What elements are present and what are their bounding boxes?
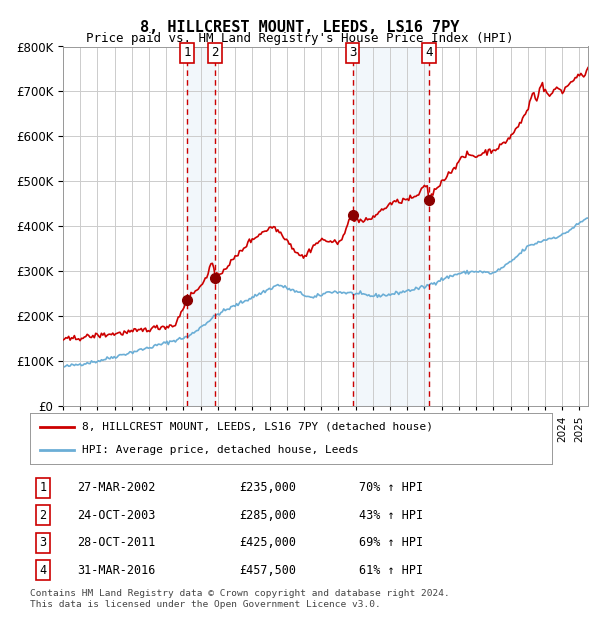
Text: 4: 4 bbox=[425, 46, 433, 60]
Text: HPI: Average price, detached house, Leeds: HPI: Average price, detached house, Leed… bbox=[82, 445, 359, 455]
Text: £457,500: £457,500 bbox=[239, 564, 296, 577]
Text: 4: 4 bbox=[40, 564, 47, 577]
Text: This data is licensed under the Open Government Licence v3.0.: This data is licensed under the Open Gov… bbox=[30, 600, 381, 609]
Text: 70% ↑ HPI: 70% ↑ HPI bbox=[359, 481, 423, 494]
Text: Price paid vs. HM Land Registry's House Price Index (HPI): Price paid vs. HM Land Registry's House … bbox=[86, 32, 514, 45]
Text: 2: 2 bbox=[211, 46, 218, 60]
Text: 43% ↑ HPI: 43% ↑ HPI bbox=[359, 509, 423, 521]
Text: 3: 3 bbox=[40, 536, 47, 549]
Bar bbox=[187, 46, 215, 406]
Text: £285,000: £285,000 bbox=[239, 509, 296, 521]
Text: 2: 2 bbox=[40, 509, 47, 521]
Text: 24-OCT-2003: 24-OCT-2003 bbox=[77, 509, 155, 521]
Text: £425,000: £425,000 bbox=[239, 536, 296, 549]
Text: 8, HILLCREST MOUNT, LEEDS, LS16 7PY (detached house): 8, HILLCREST MOUNT, LEEDS, LS16 7PY (det… bbox=[82, 422, 433, 432]
Text: Contains HM Land Registry data © Crown copyright and database right 2024.: Contains HM Land Registry data © Crown c… bbox=[30, 589, 450, 598]
Text: 61% ↑ HPI: 61% ↑ HPI bbox=[359, 564, 423, 577]
Text: 1: 1 bbox=[40, 481, 47, 494]
Text: 27-MAR-2002: 27-MAR-2002 bbox=[77, 481, 155, 494]
Text: 1: 1 bbox=[184, 46, 191, 60]
Text: 28-OCT-2011: 28-OCT-2011 bbox=[77, 536, 155, 549]
Bar bbox=[353, 46, 429, 406]
Text: 69% ↑ HPI: 69% ↑ HPI bbox=[359, 536, 423, 549]
Text: £235,000: £235,000 bbox=[239, 481, 296, 494]
Text: 3: 3 bbox=[349, 46, 356, 60]
Text: 8, HILLCREST MOUNT, LEEDS, LS16 7PY: 8, HILLCREST MOUNT, LEEDS, LS16 7PY bbox=[140, 20, 460, 35]
Text: 31-MAR-2016: 31-MAR-2016 bbox=[77, 564, 155, 577]
